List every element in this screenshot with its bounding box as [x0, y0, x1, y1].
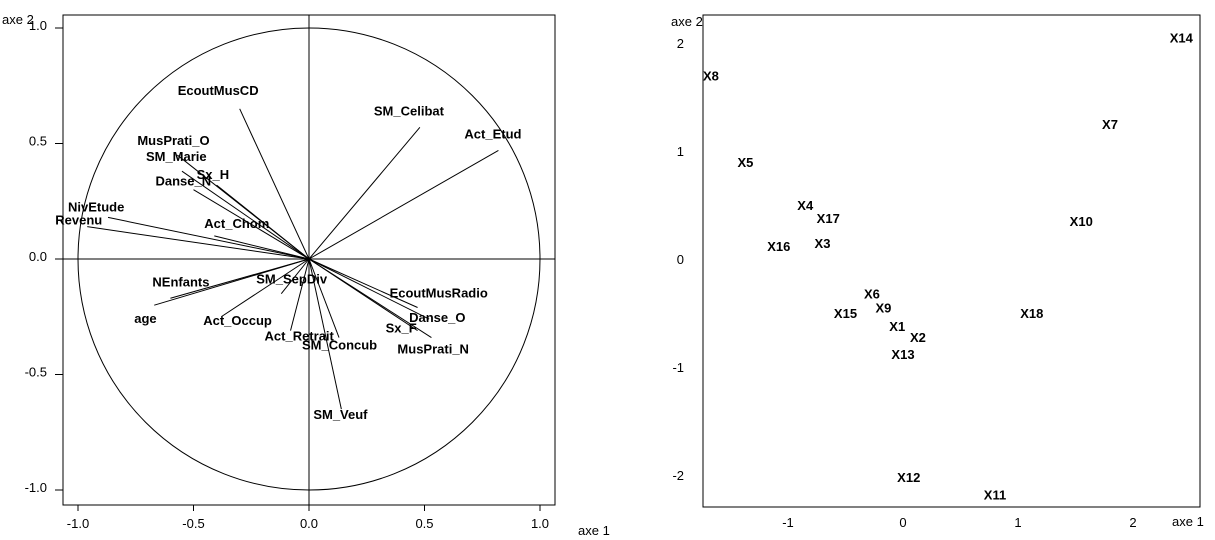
- right-x-axis-label: axe 1: [1172, 514, 1204, 529]
- right-y-tick-label: -2: [672, 468, 684, 483]
- vector-act-occup: [220, 258, 310, 318]
- vector-act-retrait: [290, 258, 310, 331]
- left-x-axis-label: axe 1: [578, 523, 610, 538]
- point-x6: X6: [864, 287, 880, 302]
- vector-ecoutmusradio: [308, 258, 418, 308]
- left-x-tick-label: -0.5: [182, 516, 204, 531]
- variable-label-ecoutmusradio: EcoutMusRadio: [390, 286, 488, 301]
- right-x-tick-label: 1: [1014, 515, 1021, 530]
- variable-label-act-etud: Act_Etud: [464, 126, 521, 141]
- variable-label-danse-o: Danse_O: [409, 310, 465, 325]
- right-y-tick-label: 1: [677, 144, 684, 159]
- variable-label-age: age: [134, 311, 156, 326]
- variable-label-sx-h: Sx_H: [197, 167, 230, 182]
- point-x1: X1: [889, 319, 905, 334]
- vector-danse-o: [308, 258, 430, 320]
- variable-label-musprati-n: MusPrati_N: [397, 342, 469, 357]
- point-x13: X13: [891, 347, 914, 362]
- point-x7: X7: [1102, 117, 1118, 132]
- left-x-tick-label: 0.0: [300, 516, 318, 531]
- vector-musprati-n: [308, 258, 432, 338]
- right-y-tick-label: 2: [677, 36, 684, 51]
- point-x11: X11: [984, 487, 1006, 502]
- right-y-tick-label: -1: [672, 360, 684, 375]
- left-x-tick-label: -1.0: [67, 516, 89, 531]
- variable-label-danse-n: Danse_N: [156, 174, 212, 189]
- left-x-tick-label: 0.5: [415, 516, 433, 531]
- vector-act-etud: [308, 149, 499, 260]
- point-x3: X3: [815, 236, 831, 251]
- left-y-tick-label: -1.0: [25, 480, 47, 495]
- variable-label-revenu: Revenu: [55, 213, 102, 228]
- vector-revenu: [87, 226, 310, 260]
- variable-label-act-retrait: Act_Retrait: [265, 329, 335, 344]
- left-y-tick-label: 0.5: [29, 134, 47, 149]
- variable-label-sm-concub: SM_Concub: [302, 338, 377, 353]
- vector-sm-sepdiv: [280, 258, 310, 294]
- point-x4: X4: [797, 198, 814, 213]
- variable-label-act-occup: Act_Occup: [203, 313, 272, 328]
- vector-nivetude: [107, 216, 310, 260]
- variable-label-sm-sepdiv: SM_SepDiv: [256, 272, 328, 287]
- point-x17: X17: [817, 211, 840, 226]
- variable-label-nenfants: NEnfants: [152, 274, 209, 289]
- vector-ecoutmuscd: [239, 108, 310, 260]
- vector-danse-n: [193, 189, 310, 260]
- variable-label-nivetude: NivEtude: [68, 199, 124, 214]
- left-y-axis-label: axe 2: [2, 12, 34, 27]
- variable-label-act-chom: Act_Chom: [204, 216, 269, 231]
- vector-sx-h: [216, 184, 310, 260]
- point-x15: X15: [834, 306, 857, 321]
- point-x12: X12: [897, 470, 920, 485]
- point-x9: X9: [875, 301, 891, 316]
- point-x2: X2: [910, 330, 926, 345]
- right-x-tick-label: 0: [899, 515, 906, 530]
- left-y-tick-label: 1.0: [29, 18, 47, 33]
- point-x18: X18: [1020, 306, 1043, 321]
- vector-age: [154, 258, 310, 306]
- right-y-axis-label: axe 2: [671, 14, 703, 29]
- vector-sm-marie: [181, 170, 310, 260]
- point-x16: X16: [767, 239, 790, 254]
- left-y-tick-label: -0.5: [25, 365, 47, 380]
- right-x-tick-label: -1: [782, 515, 794, 530]
- variable-label-musprati-o: MusPrati_O: [137, 133, 209, 148]
- variable-label-sm-veuf: SM_Veuf: [313, 407, 368, 422]
- point-x5: X5: [737, 155, 753, 170]
- right-y-tick-label: 0: [677, 252, 684, 267]
- right-plot-frame: [702, 14, 1201, 508]
- point-x8: X8: [703, 68, 719, 83]
- left-y-tick-label: 0.0: [29, 249, 47, 264]
- variable-label-sx-f: Sx_F: [386, 321, 417, 336]
- left-x-tick-label: 1.0: [531, 516, 549, 531]
- correlation-circle-chart: axe 2 axe 1 -1.0 -0.5 0.0 0.5 1.0 1.0 0.5 0.0 -0…: [2, 12, 610, 538]
- variable-label-sm-celibat: SM_Celibat: [374, 103, 445, 118]
- right-x-tick-label: 2: [1129, 515, 1136, 530]
- point-x14: X14: [1170, 31, 1194, 46]
- variable-label-ecoutmuscd: EcoutMusCD: [178, 83, 259, 98]
- variable-label-sm-marie: SM_Marie: [146, 149, 207, 164]
- right-tick-labels: -1 0 1 2 2 1 0 -1 -2: [672, 36, 1136, 530]
- vector-act-chom: [214, 235, 310, 260]
- left-tick-labels: -1.0 -0.5 0.0 0.5 1.0 1.0 0.5 0.0 -0.5 -1.0: [25, 18, 549, 531]
- vector-sm-concub: [308, 258, 340, 338]
- vector-sm-celibat: [308, 127, 421, 260]
- variable-vectors: EcoutMusCDSM_CelibatAct_EtudMusPrati_OSM…: [55, 15, 555, 505]
- vector-sm-veuf: [308, 258, 342, 410]
- point-x10: X10: [1070, 214, 1093, 229]
